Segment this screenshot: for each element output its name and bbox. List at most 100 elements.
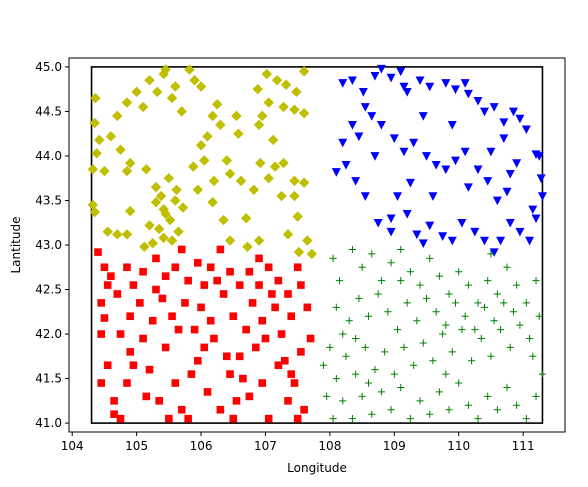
y-tick-label: 45.0 (35, 60, 62, 74)
diamond-point (208, 175, 220, 187)
square-point (252, 343, 260, 352)
plus-point (368, 250, 376, 258)
plus-point (426, 410, 434, 418)
plus-point (429, 357, 437, 365)
square-point (110, 410, 118, 418)
square-point (229, 414, 238, 423)
diamond-point (263, 97, 274, 108)
triangle-down-point (447, 120, 457, 130)
diamond-point (289, 104, 300, 115)
plus-point (509, 308, 518, 316)
square-point (235, 281, 244, 289)
diamond-point (192, 184, 204, 195)
square-point (223, 352, 231, 361)
diamond-point (253, 119, 265, 130)
square-point (148, 316, 157, 325)
triangle-down-point (441, 165, 451, 175)
plus-point (368, 410, 376, 418)
plus-point (442, 370, 450, 378)
triangle-down-point (460, 79, 470, 88)
square-point (232, 397, 241, 405)
x-tick-label: 105 (125, 439, 148, 453)
plus-point (419, 339, 427, 347)
diamond-point (282, 229, 294, 240)
square-point (293, 263, 302, 272)
triangle-down-point (528, 205, 538, 215)
diamond-point (276, 190, 287, 202)
diamond-point (235, 175, 247, 187)
diamond-point (105, 131, 117, 142)
square-point (187, 370, 196, 378)
triangle-down-point (431, 161, 441, 170)
triangle-down-point (409, 138, 419, 148)
triangle-down-point (396, 67, 406, 77)
plus-point (339, 330, 347, 338)
y-tick-label: 42.0 (35, 327, 62, 341)
triangle-down-point (479, 236, 489, 246)
triangle-down-point (486, 147, 496, 157)
y-tick-label: 43.0 (35, 238, 62, 252)
square-point (107, 272, 115, 280)
diamond-point (231, 110, 242, 122)
plus-point (339, 397, 347, 405)
diamond-point (112, 110, 123, 122)
triangle-down-point (473, 96, 483, 106)
triangle-down-point (376, 64, 386, 74)
triangle-down-point (460, 147, 470, 157)
square-point (287, 370, 296, 378)
plus-point (352, 334, 360, 343)
diamond-point (170, 195, 181, 206)
square-point (168, 312, 176, 321)
plus-point (406, 268, 415, 276)
triangle-down-point (489, 248, 499, 257)
square-point (184, 276, 192, 285)
square-point (136, 299, 144, 307)
y-axis-ticks: 41.0 41.5 42.0 42.5 43.0 43.5 44.0 44.5 45.0 (35, 60, 69, 430)
plus-point (487, 250, 495, 258)
diamond-point (153, 223, 165, 235)
plus-point (377, 388, 386, 396)
plus-point (455, 268, 463, 276)
plus-point (335, 277, 344, 285)
diamond-point (242, 241, 253, 252)
square-point (194, 259, 202, 267)
square-point (155, 397, 163, 405)
plus-point (503, 263, 511, 271)
points-layer (87, 64, 547, 423)
diamond-point (202, 131, 213, 142)
triangle-down-point (496, 236, 506, 246)
square-point (264, 414, 273, 423)
plus-point (458, 325, 466, 334)
square-point (264, 263, 273, 272)
square-point (171, 379, 180, 387)
diamond-point (306, 248, 318, 260)
y-tick-label: 44.0 (35, 149, 62, 163)
square-point (245, 392, 254, 401)
triangle-down-point (505, 218, 515, 228)
square-point (129, 361, 138, 370)
square-point (268, 290, 276, 298)
plus-point (410, 361, 418, 369)
triangle-down-point (399, 82, 409, 92)
triangle-down-point (393, 192, 403, 201)
triangle-down-point (470, 227, 480, 237)
diamond-point (155, 190, 167, 202)
plus-point (493, 290, 501, 298)
diamond-point (292, 211, 303, 222)
square-point (158, 294, 167, 303)
plus-point (471, 325, 479, 334)
diamond-point (139, 241, 150, 252)
plus-point (329, 415, 337, 423)
plus-point (371, 366, 379, 374)
plus-point (323, 392, 331, 400)
diamond-point (177, 202, 189, 213)
plus-point (464, 281, 472, 289)
diamond-point (124, 157, 136, 169)
square-point (142, 392, 151, 401)
square-point (203, 388, 212, 396)
triangle-down-point (358, 88, 368, 97)
triangle-down-point (505, 169, 515, 179)
triangle-down-point (441, 79, 451, 88)
plus-point (384, 308, 392, 316)
